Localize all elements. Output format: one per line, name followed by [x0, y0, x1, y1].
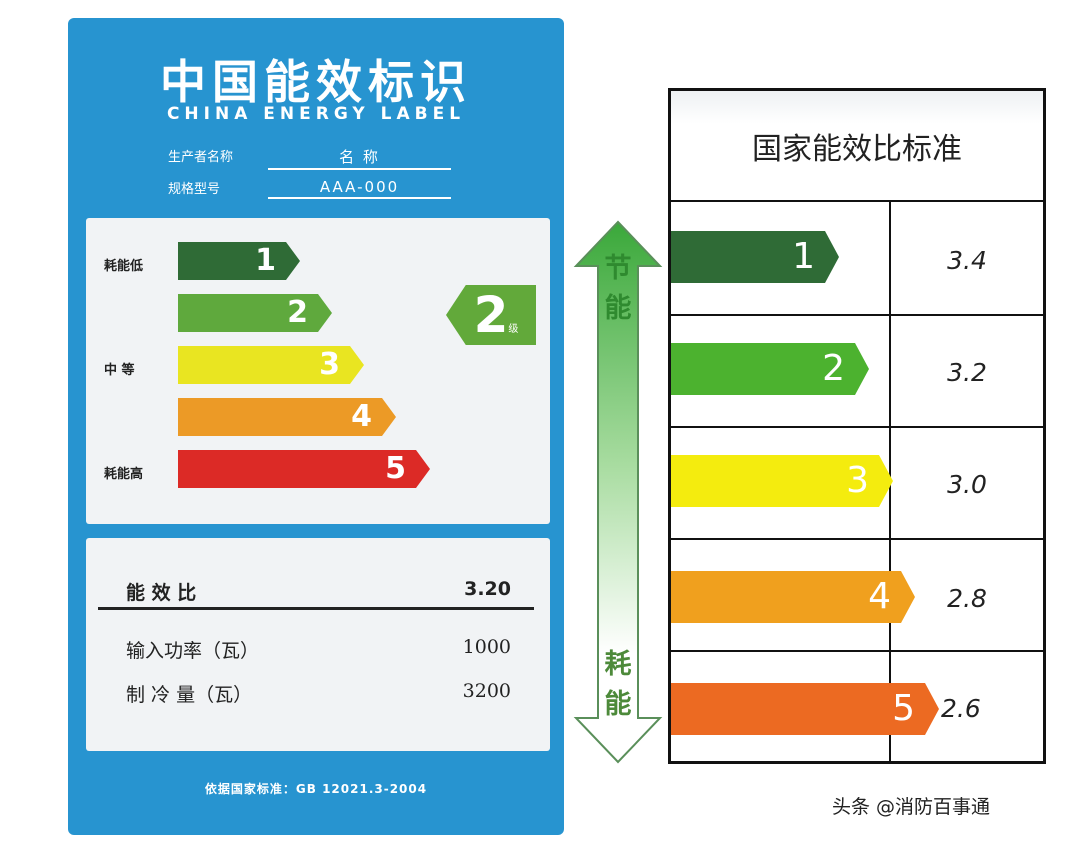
standard-grade-bar-1: 1	[671, 231, 839, 283]
energy-label-card: 中国能效标识 CHINA ENERGY LABEL 生产者名称 名 称 规格型号…	[68, 18, 564, 835]
producer-value: 名 称	[268, 146, 451, 170]
standard-value-4: 2.8	[947, 584, 987, 613]
standard-grade-bar-5: 5	[671, 683, 939, 735]
standard-table-title: 国家能效比标准	[671, 91, 1043, 202]
cooling-value: 3200	[462, 680, 511, 702]
label-standard-footer: 依据国家标准：GB 12021.3-2004	[204, 782, 428, 796]
arrow-word-consume-2: 能	[604, 689, 632, 720]
table-row-divider	[671, 538, 1043, 540]
spec-divider	[98, 607, 534, 610]
side-label-low: 耗能低	[104, 259, 144, 274]
current-rating-suffix: 级	[508, 324, 519, 335]
table-row-divider	[671, 426, 1043, 428]
power-value: 1000	[462, 636, 511, 658]
power-row: 输入功率（瓦） 1000	[126, 636, 511, 663]
label-subtitle: CHINA ENERGY LABEL	[166, 104, 466, 124]
current-rating-badge: 2级	[446, 285, 536, 345]
arrow-word-consume-1: 耗	[604, 649, 632, 680]
producer-key: 生产者名称	[168, 150, 234, 165]
grade-bar-5: 5	[178, 450, 430, 488]
power-key: 输入功率（瓦）	[126, 640, 260, 662]
current-rating-value: 2	[473, 286, 509, 344]
arrow-word-save-2: 能	[604, 293, 632, 324]
standard-value-2: 3.2	[947, 358, 987, 387]
model-value: AAA-000	[268, 178, 451, 199]
model-key: 规格型号	[168, 182, 221, 197]
model-row: 规格型号 AAA-000	[168, 178, 451, 199]
grade-bar-4: 4	[178, 398, 396, 436]
producer-row: 生产者名称 名 称	[168, 146, 451, 170]
arrow-word-save-1: 节	[604, 253, 632, 284]
efficiency-value: 3.20	[464, 578, 511, 600]
table-row-divider	[671, 314, 1043, 316]
national-standard-table: 国家能效比标准 1 3.4 2 3.2 3 3.0 4 2.8 5 2.6	[668, 88, 1046, 764]
standard-grade-bar-4: 4	[671, 571, 915, 623]
cooling-key: 制 冷 量（瓦）	[126, 684, 253, 706]
grade-panel: 耗能低 中 等 耗能高 1 2 3 4 5 2级	[86, 218, 550, 524]
grade-bar-2: 2	[178, 294, 332, 332]
standard-grade-bar-3: 3	[671, 455, 893, 507]
side-label-mid: 中 等	[104, 363, 135, 378]
grade-bar-1: 1	[178, 242, 300, 280]
side-label-high: 耗能高	[104, 467, 144, 482]
double-arrow-icon	[573, 220, 663, 764]
standard-grade-bar-2: 2	[671, 343, 869, 395]
spec-panel: 能 效 比 3.20 输入功率（瓦） 1000 制 冷 量（瓦） 3200	[86, 538, 550, 751]
label-title: 中国能效标识	[160, 55, 472, 109]
grade-bar-3: 3	[178, 346, 364, 384]
efficiency-row: 能 效 比 3.20	[126, 578, 511, 605]
efficiency-key: 能 效 比	[126, 582, 197, 604]
table-row-divider	[671, 650, 1043, 652]
standard-value-1: 3.4	[947, 246, 987, 275]
standard-value-5: 2.6	[941, 694, 981, 723]
watermark: 头条 @消防百事通	[832, 796, 991, 818]
standard-value-3: 3.0	[947, 470, 987, 499]
cooling-row: 制 冷 量（瓦） 3200	[126, 680, 511, 707]
